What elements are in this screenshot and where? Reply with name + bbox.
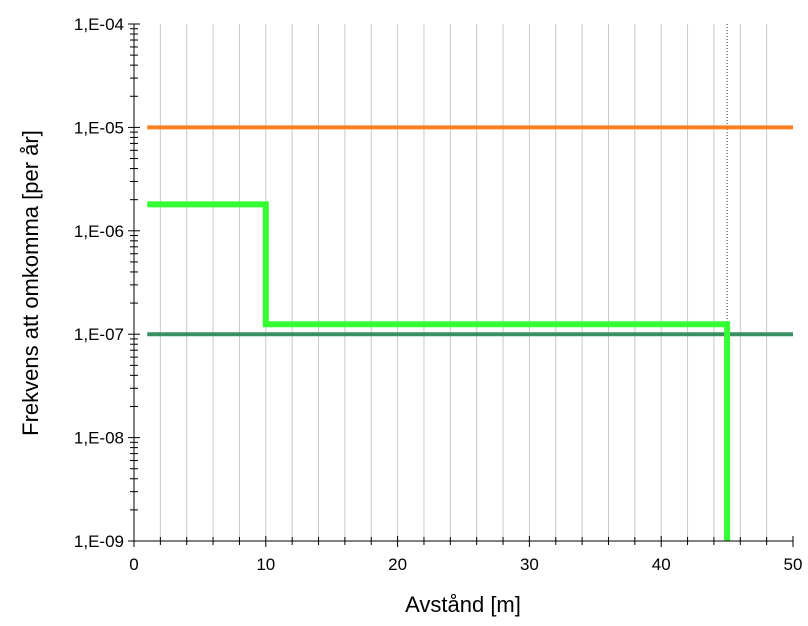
x-tick-label: 20 <box>388 555 407 574</box>
x-tick-label: 30 <box>520 555 539 574</box>
tick-labels: 0 10 20 30 40 50 1,E-09 1,E-08 1,E-07 1,E-06 1,E-0… <box>74 15 803 574</box>
y-axis-title: Frekvens att omkomma [per år] <box>18 130 43 436</box>
y-tick-label: 1,E-06 <box>74 222 124 241</box>
x-tick-label: 50 <box>784 555 803 574</box>
y-tick-label: 1,E-08 <box>74 429 124 448</box>
y-tick-label: 1,E-05 <box>74 118 124 137</box>
x-tick-label: 0 <box>129 555 138 574</box>
tick-marks <box>128 23 794 547</box>
gridlines <box>159 24 768 541</box>
series-line-3 <box>147 201 731 541</box>
x-tick-label: 40 <box>652 555 671 574</box>
y-tick-label: 1,E-07 <box>74 325 124 344</box>
axes <box>133 24 793 542</box>
y-tick-label: 1,E-09 <box>74 532 124 551</box>
x-axis-title: Avstånd [m] <box>405 592 521 617</box>
y-tick-label: 1,E-04 <box>74 15 124 34</box>
x-tick-label: 10 <box>256 555 275 574</box>
series-group <box>147 125 793 541</box>
